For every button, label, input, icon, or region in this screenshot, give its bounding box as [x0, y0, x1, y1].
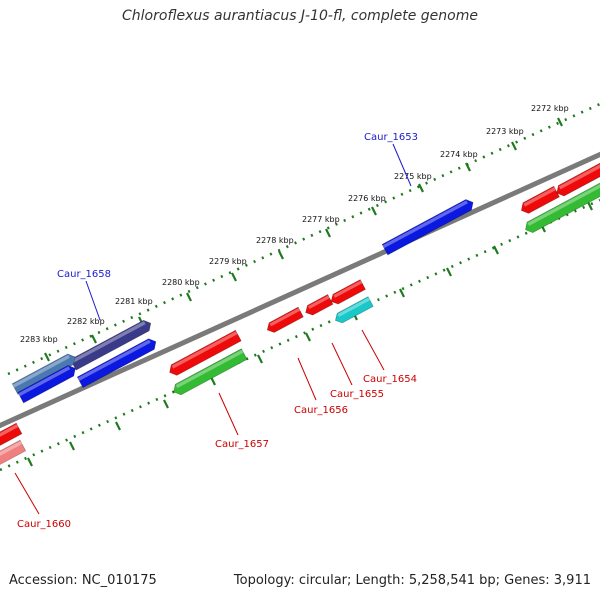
inner-major-tick: [69, 441, 75, 451]
map-title: Chloroflexus aurantiacus J-10-fl, comple…: [122, 8, 478, 24]
outer-major-tick: [186, 292, 192, 302]
gene-leader-line: [392, 143, 412, 187]
kbp-tick-label: 2280 kbp: [162, 278, 200, 287]
gene-leader-line: [218, 392, 239, 436]
gene-steel-arrow[interactable]: [11, 352, 78, 395]
gene-caur-1655-arrow[interactable]: [329, 279, 366, 307]
gene-caur-1653-arrow[interactable]: [381, 197, 476, 256]
gene-leader-line: [85, 280, 101, 321]
gene-red-left-arrow[interactable]: [0, 422, 23, 449]
kbp-tick-label: 2278 kbp: [256, 236, 294, 245]
kbp-tick-label: 2283 kbp: [20, 335, 58, 344]
inner-major-tick: [399, 288, 405, 298]
outer-major-tick: [371, 206, 377, 216]
genome-summary-text: Topology: circular; Length: 5,258,541 bp…: [233, 573, 591, 588]
gene-leader-line: [361, 329, 385, 371]
gene-green-right-arrow[interactable]: [523, 180, 600, 235]
gene-label-caur-1656[interactable]: Caur_1656: [294, 405, 348, 416]
inner-major-tick: [446, 267, 452, 277]
outer-major-tick: [91, 334, 97, 344]
gene-red-far-right-arrow[interactable]: [554, 157, 600, 199]
inner-major-tick: [257, 354, 263, 364]
inner-tick-ring: [0, 198, 600, 472]
kbp-tick-label: 2274 kbp: [440, 150, 478, 159]
gene-caur-1657-arrow[interactable]: [167, 329, 242, 377]
gene-blue-arrow[interactable]: [76, 336, 158, 389]
kbp-tick-label: 2281 kbp: [115, 297, 153, 306]
gene-label-caur-1658[interactable]: Caur_1658: [57, 269, 111, 280]
outer-major-tick: [44, 352, 50, 362]
outer-major-tick: [231, 272, 237, 282]
gene-green-arrow[interactable]: [171, 348, 248, 397]
inner-major-tick: [587, 201, 593, 211]
gene-red-small-arrow[interactable]: [303, 294, 334, 318]
kbp-tick-label: 2279 kbp: [209, 257, 247, 266]
gene-label-caur-1653[interactable]: Caur_1653: [364, 132, 418, 143]
inner-major-tick: [493, 245, 499, 255]
outer-tick-ring: [7, 102, 600, 376]
gene-caur-1656-arrow[interactable]: [265, 306, 304, 335]
gene-blue-arrow-left[interactable]: [17, 363, 78, 404]
kbp-tick-label: 2282 kbp: [67, 317, 105, 326]
gene-label-caur-1660[interactable]: Caur_1660: [17, 519, 71, 530]
gene-caur-1660-arrow[interactable]: [0, 439, 27, 468]
kbp-tick-label: 2277 kbp: [302, 215, 340, 224]
gene-caur-1654-arrow[interactable]: [333, 296, 374, 326]
kbp-tick-label: 2275 kbp: [394, 172, 432, 181]
outer-major-tick: [465, 162, 471, 172]
inner-major-tick: [305, 332, 311, 342]
inner-major-tick: [163, 399, 169, 409]
gene-leader-line: [297, 357, 317, 401]
gene-label-caur-1654[interactable]: Caur_1654: [363, 374, 417, 385]
genome-backbone: [0, 151, 600, 429]
gene-leader-line: [331, 342, 353, 386]
accession-text: Accession: NC_010175: [9, 573, 157, 588]
outer-major-tick: [418, 183, 424, 193]
kbp-tick-label: 2272 kbp: [531, 104, 569, 113]
kbp-tick-label: 2273 kbp: [486, 127, 524, 136]
outer-major-tick: [325, 228, 331, 238]
outer-major-tick: [511, 141, 517, 151]
inner-major-tick: [27, 457, 33, 467]
gene-label-caur-1657[interactable]: Caur_1657: [215, 439, 269, 450]
outer-major-tick: [557, 117, 563, 127]
gene-label-caur-1655[interactable]: Caur_1655: [330, 389, 384, 400]
inner-major-tick: [115, 421, 121, 431]
kbp-tick-label: 2276 kbp: [348, 194, 386, 203]
outer-major-tick: [278, 250, 284, 260]
gene-red-right-arrow[interactable]: [519, 185, 560, 215]
gene-leader-line: [14, 472, 40, 515]
